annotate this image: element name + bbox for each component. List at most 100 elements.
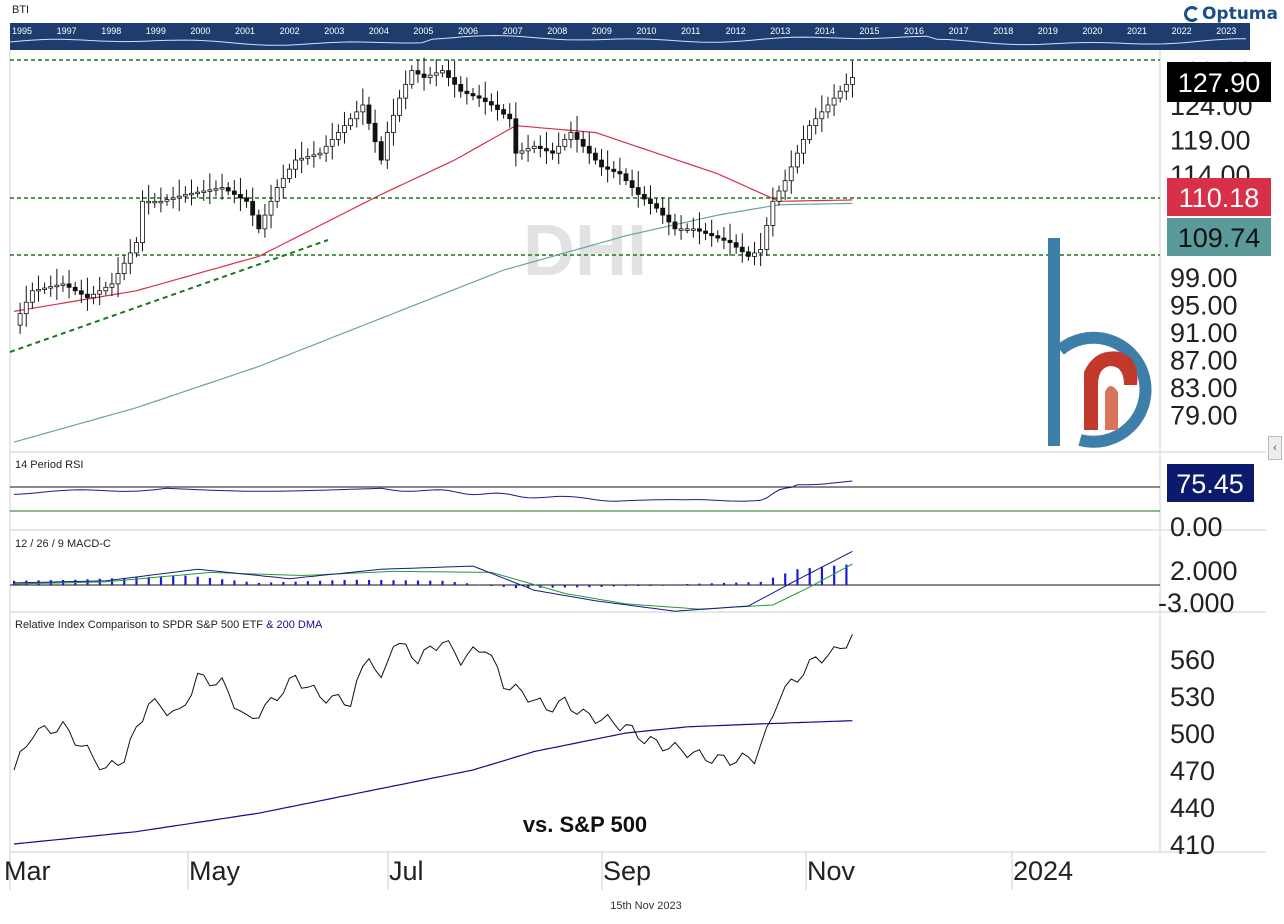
candle-body — [654, 203, 659, 209]
candle-body — [225, 187, 231, 192]
overview-year-2021: 2021 — [1127, 26, 1147, 36]
candle-body — [629, 180, 635, 188]
macd-bar — [319, 580, 322, 585]
x-tick-2024: 2024 — [1013, 856, 1073, 886]
candle-body — [158, 200, 164, 204]
candle-body — [219, 187, 225, 190]
candle-body — [464, 90, 470, 94]
overview-year-2023: 2023 — [1216, 26, 1236, 36]
candle-body — [415, 70, 421, 75]
candle-body — [323, 145, 329, 154]
macd-bar — [735, 582, 738, 585]
overview-year-2010: 2010 — [636, 26, 656, 36]
candle-body — [164, 199, 170, 202]
relative-tick-410: 410 — [1170, 830, 1215, 860]
macd-line — [13, 550, 853, 612]
candle-body — [776, 190, 782, 202]
ma50-badge-bg — [1167, 178, 1271, 216]
candle-body — [17, 313, 23, 326]
overview-strip[interactable] — [10, 23, 1250, 50]
overview-year-2001: 2001 — [235, 26, 255, 36]
macd-title: 12 / 26 / 9 MACD-C — [15, 538, 111, 550]
macd-bar — [551, 585, 554, 588]
candle-body — [140, 200, 145, 244]
candle-body — [801, 138, 806, 154]
candle-body — [568, 132, 574, 140]
macd-tick-neg: -3.000 — [1158, 588, 1235, 618]
overview-year-2011: 2011 — [681, 26, 700, 36]
overview-year-2017: 2017 — [949, 26, 969, 36]
candle-body — [427, 74, 433, 78]
candle-body — [293, 159, 298, 170]
overview-year-labels: 1995 1997 1998 1999 2000 2001 2002 2003 2004 2005… — [12, 26, 1236, 36]
macd-bar — [245, 581, 248, 585]
relative-title: Relative Index Comparison to SPDR S&P 50… — [15, 619, 323, 631]
candle-body — [605, 166, 611, 170]
candle-body — [501, 109, 507, 115]
collapse-panel-button[interactable]: ‹ — [1268, 436, 1282, 460]
macd-bar — [808, 568, 811, 585]
relative-title-main: Relative Index Comparison to SPDR S&P 50… — [15, 619, 263, 631]
candle-body — [648, 198, 653, 205]
candle-body — [66, 283, 72, 288]
candle-body — [182, 194, 188, 197]
price-badge: 127.90 — [1178, 68, 1261, 98]
candle-body — [764, 224, 770, 250]
overview-year-2015: 2015 — [859, 26, 879, 36]
macd-histogram — [13, 564, 848, 589]
candle-body — [470, 93, 476, 97]
candle-body — [391, 114, 396, 133]
candle-body — [78, 290, 84, 295]
symbol-watermark: DHI — [523, 211, 647, 291]
macd-bar — [196, 576, 199, 585]
price-tick-99.00: 99.00 — [1170, 263, 1238, 293]
candle-body — [29, 290, 35, 303]
macd-bar — [625, 585, 628, 587]
macd-bar — [429, 580, 432, 585]
macd-bar — [796, 569, 799, 585]
overview-year-2013: 2013 — [770, 26, 790, 36]
candle-body — [262, 214, 268, 230]
candle-body — [305, 156, 311, 159]
macd-bar — [612, 585, 615, 587]
candle-body — [660, 207, 666, 216]
macd-bar — [208, 578, 212, 585]
candle-body — [189, 192, 194, 196]
candle-body — [458, 83, 464, 92]
candle-body — [256, 214, 262, 230]
candle-body — [201, 190, 207, 193]
overview-year-2006: 2006 — [458, 26, 478, 36]
candle-body — [446, 70, 451, 78]
relative-title-dma: & 200 DMA — [266, 619, 323, 631]
macd-bar — [392, 580, 395, 585]
overview-year-2002: 2002 — [280, 26, 300, 36]
rsi-line — [13, 480, 853, 502]
candle-body — [329, 138, 335, 147]
candlestick-series — [17, 57, 855, 334]
candle-body — [678, 228, 684, 231]
macd-bar — [600, 585, 603, 587]
candle-body — [127, 252, 133, 264]
candle-body — [709, 233, 715, 237]
candle-body — [348, 118, 354, 127]
macd-tick-pos: 2.000 — [1170, 556, 1238, 586]
relative-tick-500: 500 — [1170, 719, 1215, 749]
candle-body — [85, 293, 90, 299]
candle-body — [372, 122, 378, 143]
price-tick-83.00: 83.00 — [1170, 373, 1238, 403]
relative-annotation: vs. S&P 500 — [523, 812, 647, 837]
candle-body — [752, 252, 757, 257]
candle-body — [397, 97, 402, 116]
candle-body — [641, 194, 647, 200]
macd-bar — [710, 583, 713, 585]
overview-year-2022: 2022 — [1172, 26, 1192, 36]
macd-bar — [184, 575, 187, 585]
candle-body — [109, 283, 115, 288]
overview-year-2007: 2007 — [503, 26, 523, 36]
candle-body — [550, 150, 555, 154]
rsi-tick-0: 0.00 — [1170, 512, 1223, 542]
candle-body — [794, 152, 800, 168]
overview-year-2019: 2019 — [1038, 26, 1058, 36]
macd-bar — [637, 585, 640, 586]
